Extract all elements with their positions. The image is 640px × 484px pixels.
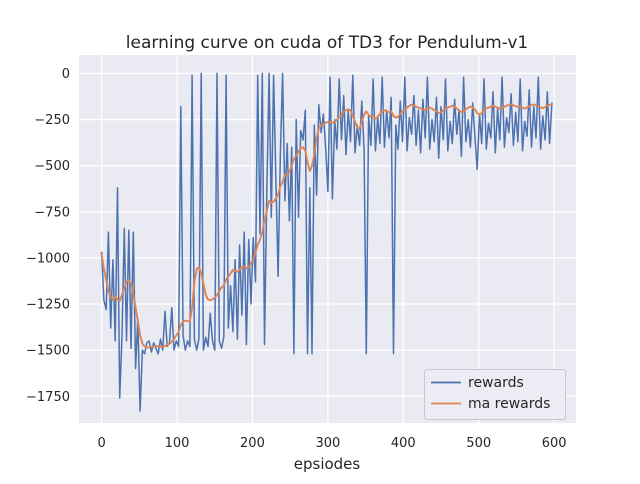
x-tick-label: 0 bbox=[97, 436, 105, 451]
y-tick-label: −750 bbox=[34, 205, 70, 220]
y-tick-label: −500 bbox=[34, 159, 70, 174]
x-tick-label: 600 bbox=[542, 436, 567, 451]
legend-label-ma-rewards: ma rewards bbox=[468, 396, 550, 412]
x-axis-label: epsiodes bbox=[294, 455, 361, 473]
x-tick-label: 400 bbox=[391, 436, 416, 451]
legend: rewards ma rewards bbox=[424, 369, 566, 420]
tick-labels: 0 100 200 300 400 500 600 0 −250 −500 −750 −1000 −12… bbox=[26, 67, 567, 451]
y-tick-label: −1250 bbox=[26, 298, 70, 313]
y-tick-label: −1000 bbox=[26, 251, 70, 266]
rewards-line bbox=[100, 72, 553, 412]
gridlines bbox=[79, 55, 576, 423]
legend-label-rewards: rewards bbox=[468, 375, 524, 391]
y-tick-label: −1500 bbox=[26, 344, 70, 359]
x-tick-label: 500 bbox=[466, 436, 491, 451]
y-tick-label: −1750 bbox=[26, 390, 70, 405]
chart-title: learning curve on cuda of TD3 for Pendul… bbox=[126, 33, 528, 53]
y-tick-label: 0 bbox=[62, 67, 70, 82]
x-tick-label: 200 bbox=[240, 436, 265, 451]
y-tick-label: −250 bbox=[34, 113, 70, 128]
x-tick-label: 300 bbox=[315, 436, 340, 451]
x-tick-label: 100 bbox=[165, 436, 190, 451]
data-series bbox=[100, 72, 553, 412]
ma-rewards-line bbox=[100, 103, 553, 349]
